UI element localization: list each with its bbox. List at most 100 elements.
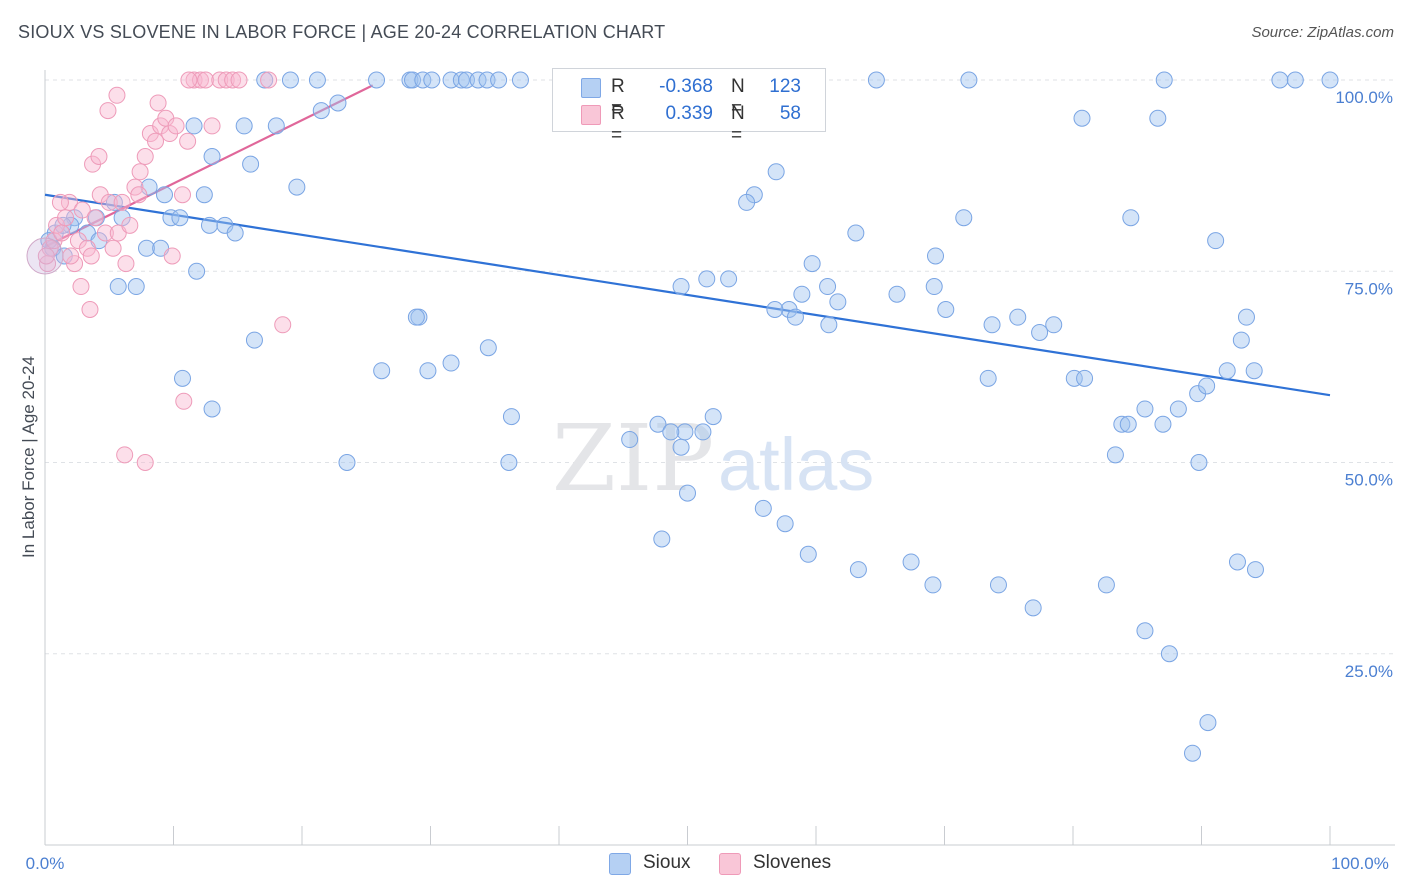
x-tick-label: 0.0% <box>26 854 65 873</box>
slovenes-point <box>274 316 292 334</box>
sioux-point <box>867 71 885 89</box>
sioux-point <box>799 545 817 563</box>
slovenes-point <box>100 193 118 211</box>
slovenes-swatch <box>719 853 741 875</box>
sioux-point <box>820 316 838 334</box>
sioux-point <box>479 339 497 357</box>
slovenes-point <box>41 239 59 257</box>
watermark-zip: ZIP <box>552 405 714 512</box>
y-tick-label: 50.0% <box>1345 471 1393 490</box>
sioux-point <box>786 308 804 326</box>
slovenes-point <box>131 163 149 181</box>
sioux-point <box>983 316 1001 334</box>
sioux-point <box>127 278 145 296</box>
sioux-point <box>1106 446 1124 464</box>
sioux-point <box>1207 232 1225 250</box>
slovenes-point <box>72 278 90 296</box>
sioux-point <box>1045 316 1063 334</box>
slovenes-point <box>51 193 69 211</box>
slovenes-point <box>117 255 135 273</box>
sioux-point <box>1232 331 1250 349</box>
sioux-point <box>457 71 475 89</box>
sioux-point <box>452 71 470 89</box>
sioux-point <box>698 270 716 288</box>
sioux-point <box>226 224 244 242</box>
y-tick-label: 75.0% <box>1345 279 1393 298</box>
sioux-point <box>500 454 518 471</box>
chart-title: SIOUX VS SLOVENE IN LABOR FORCE | AGE 20… <box>18 22 666 42</box>
slovenes-point <box>99 102 117 120</box>
sioux-point <box>653 530 671 548</box>
sioux-point <box>694 423 712 441</box>
x-tick-label: 100.0% <box>1331 854 1389 873</box>
y-tick-label: 25.0% <box>1345 662 1393 681</box>
legend-n-label: N = <box>731 103 745 146</box>
slovenes-point <box>217 71 235 89</box>
slovenes-point <box>163 247 181 265</box>
slovenes-point <box>86 209 104 227</box>
sioux-point <box>338 454 356 471</box>
sioux-point <box>776 515 794 533</box>
slovenes-point <box>108 86 126 104</box>
sioux-point <box>1246 561 1264 579</box>
sioux-point <box>720 270 738 288</box>
sioux-point <box>329 94 347 112</box>
sioux-point <box>442 354 460 372</box>
sioux-point <box>1073 109 1091 127</box>
sioux-point <box>849 561 867 579</box>
slovenes-point <box>73 201 91 219</box>
slovenes-point <box>175 392 193 410</box>
sioux-point <box>490 71 508 89</box>
legend-label-slovenes: Slovenes <box>753 852 832 873</box>
sioux-point <box>407 308 425 326</box>
sioux-point <box>1199 714 1217 732</box>
slovenes-point <box>173 186 191 204</box>
sioux-point <box>1155 71 1173 89</box>
sioux-point <box>235 117 253 135</box>
sioux-point <box>766 301 784 318</box>
sioux-point <box>502 408 520 426</box>
sioux-point <box>927 247 945 265</box>
slovenes-point <box>90 148 108 165</box>
sioux-point <box>829 293 847 311</box>
sioux-point <box>156 186 174 204</box>
sioux-point <box>1321 71 1339 89</box>
sioux-point <box>649 415 667 433</box>
slovenes-swatch <box>581 105 601 125</box>
sioux-point <box>1097 576 1115 594</box>
y-axis-title: In Labor Force | Age 20-24 <box>19 356 38 558</box>
sioux-point <box>1286 71 1304 89</box>
sioux-point <box>203 400 221 418</box>
sioux-point <box>1245 362 1263 380</box>
watermark-atlas: atlas <box>718 423 874 506</box>
sioux-point <box>414 71 432 89</box>
sioux-point <box>368 71 386 89</box>
sioux-point <box>1149 109 1167 127</box>
sioux-point <box>621 431 639 449</box>
sioux-point <box>281 71 299 89</box>
sioux-point <box>1228 553 1246 571</box>
sioux-point <box>767 163 785 181</box>
sioux-point <box>469 71 487 89</box>
slovenes-point <box>104 239 122 257</box>
sioux-point <box>662 423 680 441</box>
sioux-point <box>312 102 330 120</box>
sioux-point <box>676 423 694 441</box>
sioux-point <box>1065 369 1083 387</box>
slovenes-point <box>37 247 55 265</box>
sioux-point <box>937 301 955 318</box>
slovenes-cluster-point <box>26 237 64 275</box>
sioux-point <box>511 71 529 89</box>
sioux-point <box>1271 71 1289 89</box>
sioux-point <box>1218 362 1236 380</box>
sioux-point <box>803 255 821 273</box>
sioux-point <box>888 285 906 303</box>
correlation-legend: R = -0.368 N = 123 R = 0.339 N = 58 <box>552 68 826 146</box>
sioux-point <box>423 71 441 89</box>
slovenes-point <box>66 255 84 273</box>
sioux-point <box>925 278 943 296</box>
sioux-point <box>373 362 391 380</box>
slovenes-point <box>78 239 96 257</box>
slovenes-point <box>130 186 148 204</box>
